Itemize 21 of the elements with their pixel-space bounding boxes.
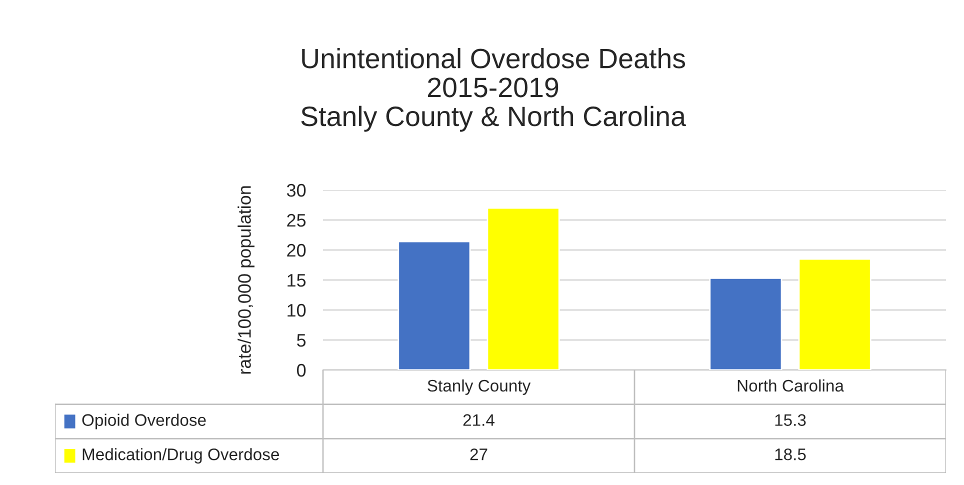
y-axis-title: rate/100,000 population xyxy=(238,186,254,374)
legend-label: Opioid Overdose xyxy=(82,414,206,430)
y-tick-label: 30 xyxy=(286,184,306,197)
data-label: 21.4 xyxy=(463,414,494,426)
data-label: 15.3 xyxy=(775,414,806,426)
x-tick-label: Stanly County xyxy=(428,379,531,395)
y-tick-label: 5 xyxy=(297,334,306,347)
legend-label: Medication/Drug Overdose xyxy=(82,448,279,464)
bar xyxy=(486,207,560,370)
bar xyxy=(709,278,782,370)
data-label: 27 xyxy=(470,448,488,460)
x-tick-label: North Carolina xyxy=(738,379,844,392)
chart-title: Unintentional Overdose Deaths 2015-2019 Stanly County & North Carolina xyxy=(301,48,686,132)
y-tick-label: 25 xyxy=(287,214,306,227)
y-tick-label: 0 xyxy=(297,364,306,377)
data-label: 18.5 xyxy=(775,448,806,460)
bar xyxy=(398,240,471,370)
y-tick-label: 20 xyxy=(287,244,306,257)
bar xyxy=(798,258,872,370)
y-tick-label: 10 xyxy=(288,304,306,317)
y-tick-label: 15 xyxy=(288,274,306,287)
